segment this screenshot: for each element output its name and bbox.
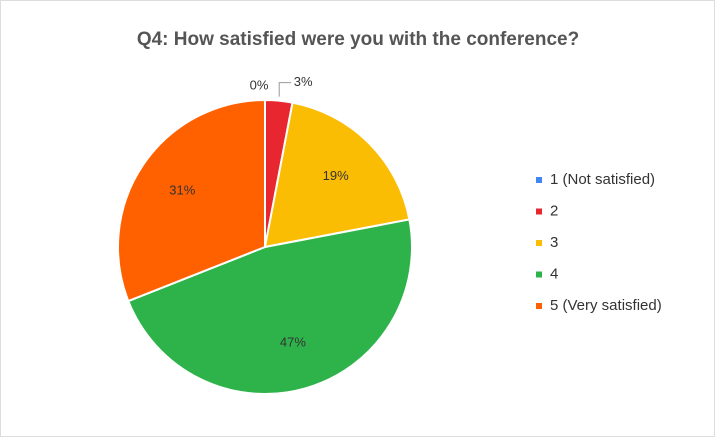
legend-label: 5 (Very satisfied) (550, 297, 662, 314)
pie-slice (263, 101, 411, 249)
pie-slice (117, 98, 266, 303)
legend-label: 1 (Not satisfied) (550, 171, 655, 188)
legend-marker (536, 240, 542, 246)
pie-slice (127, 218, 413, 395)
legend-marker (536, 208, 542, 215)
chart-title: Q4: How satisfied were you with the conf… (137, 29, 579, 50)
legend-marker (536, 271, 542, 278)
data-label: 47% (280, 334, 306, 349)
legend-label: 4 (550, 265, 558, 282)
legend-marker (536, 303, 542, 309)
legend-marker (536, 177, 542, 183)
data-label: 19% (323, 168, 349, 183)
data-label: 31% (169, 182, 195, 197)
leader-line (278, 82, 292, 97)
legend-label: 3 (550, 234, 558, 251)
data-label: 3% (294, 74, 313, 89)
data-label: 0% (250, 77, 269, 92)
legend-label: 2 (550, 202, 558, 219)
